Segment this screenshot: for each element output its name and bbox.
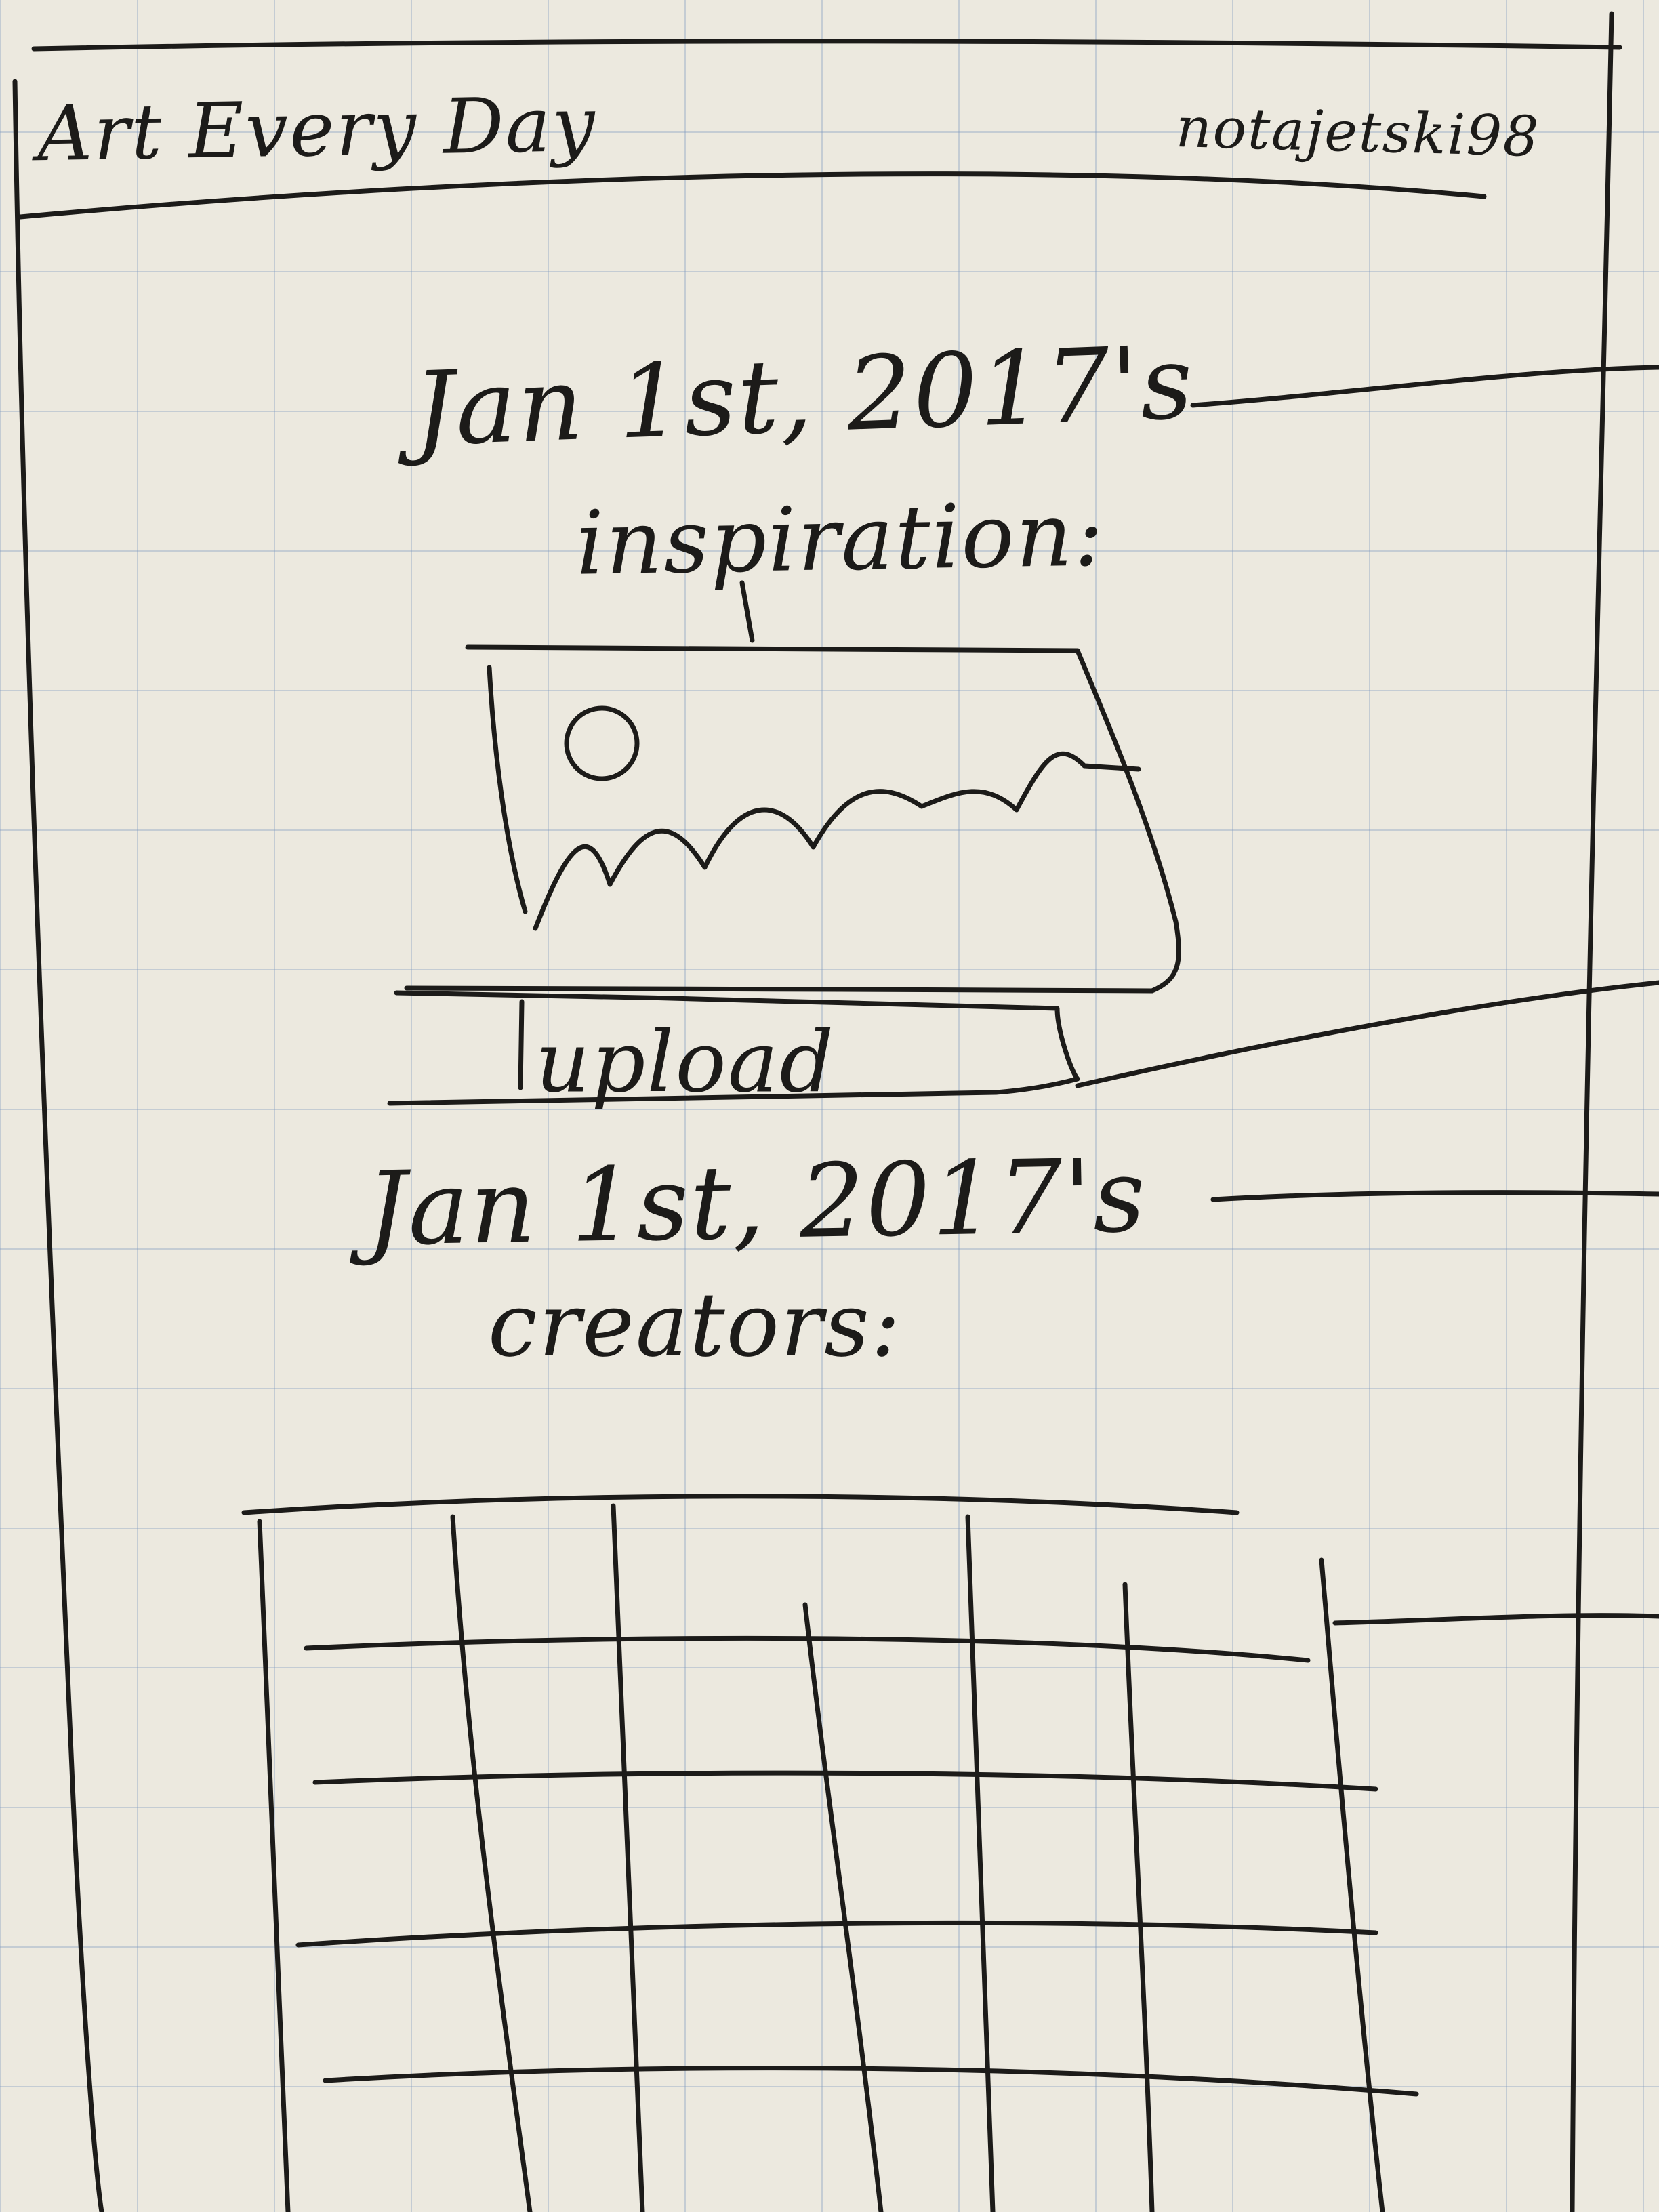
mountains-icon <box>533 751 1141 931</box>
grid-col-1 <box>450 1514 533 2212</box>
app-title: Art Every Day <box>36 80 597 179</box>
upload-button-label: upload <box>535 1013 836 1111</box>
grid-left-border <box>257 1519 291 2212</box>
annotation-line-grid <box>1332 1613 1659 1626</box>
grid-row-4 <box>323 2066 1419 2097</box>
creators-heading: Jan 1st, 2017's <box>365 1136 1148 1269</box>
annotation-line-inspiration <box>1190 365 1659 408</box>
inspiration-subheading: inspiration: <box>575 483 1106 595</box>
username-label[interactable]: notajetski98 <box>1174 95 1541 170</box>
upload-button-outline <box>387 990 1080 1106</box>
inspiration-heading: Jan 1st, 2017's <box>411 323 1196 470</box>
annotation-line-creators <box>1210 1190 1659 1202</box>
grid-col-6 <box>1319 1557 1385 2212</box>
page-left-border <box>12 79 104 2212</box>
creators-subheading: creators: <box>488 1273 902 1376</box>
page-right-border <box>1570 11 1614 2212</box>
sun-icon <box>564 705 640 781</box>
grid-row-3 <box>295 1920 1378 1948</box>
grid-col-2 <box>611 1503 645 2212</box>
annotation-line-upload <box>1075 980 1659 1088</box>
inspiration-connector <box>739 580 755 643</box>
header-bottom-line <box>18 171 1487 220</box>
grid-col-3 <box>802 1602 884 2212</box>
inspiration-image-frame <box>404 644 1181 994</box>
grid-row-1 <box>304 1635 1311 1663</box>
grid-top-border <box>241 1494 1240 1515</box>
grid-col-5 <box>1122 1582 1155 2212</box>
grid-col-4 <box>965 1514 996 2212</box>
header-top-line <box>31 39 1622 52</box>
grid-row-2 <box>312 1770 1378 1792</box>
